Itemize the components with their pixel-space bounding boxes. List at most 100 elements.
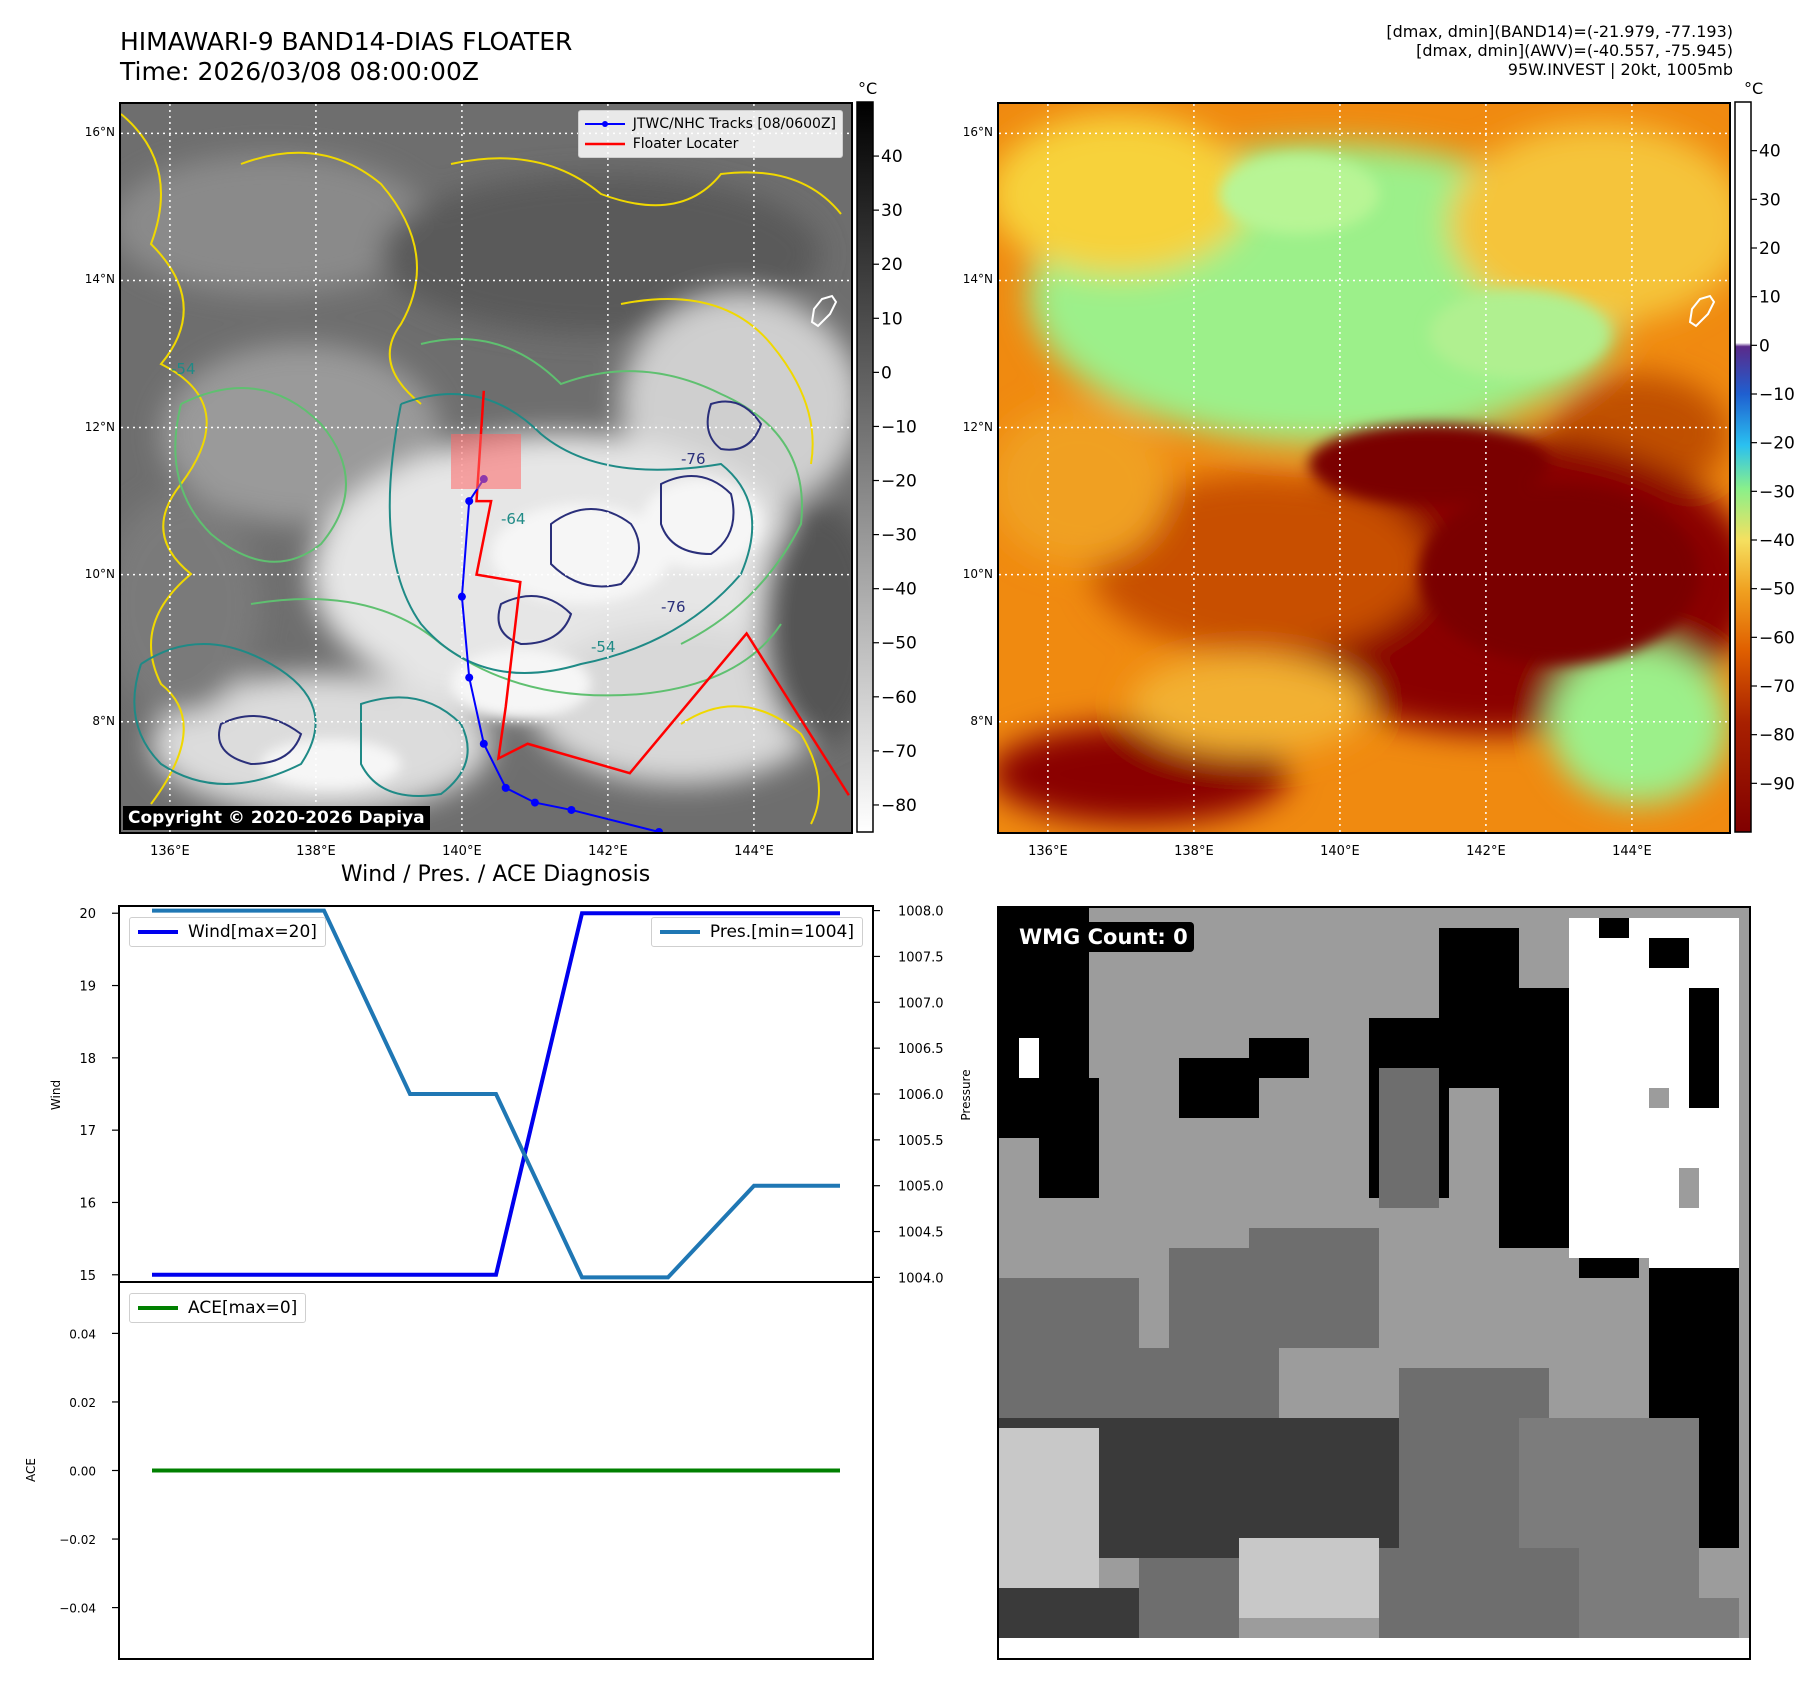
contour-line	[133, 643, 317, 785]
contour-line	[706, 400, 763, 451]
awv-cbar-tick-label: −20	[1759, 434, 1795, 454]
contour-line	[497, 595, 573, 646]
awv-cbar-tick-label: 10	[1759, 288, 1781, 308]
pressure-tick-label: 1006.0	[898, 1088, 944, 1103]
ace-tick-label: 0.04	[69, 1327, 96, 1341]
pressure-tick-label: 1007.0	[898, 996, 944, 1011]
awv-cbar-tick-label: −40	[1759, 531, 1795, 551]
contour-line	[420, 338, 803, 645]
ir-cbar-tick-label: 0	[881, 363, 892, 383]
pressure-tick-label: 1006.5	[898, 1042, 944, 1057]
wind-legend-label: Wind[max=20]	[188, 922, 317, 942]
jtwc-track-point	[465, 497, 474, 506]
ir-lat-tick-label: 8°N	[92, 713, 115, 728]
legend-label-track: JTWC/NHC Tracks [08/0600Z]	[632, 116, 836, 132]
ir-lat-tick-label: 10°N	[84, 566, 115, 581]
ir-map-svg: -54 -64 -76 -76 -54	[121, 104, 851, 832]
awv-lat-tick-label: 14°N	[962, 272, 993, 287]
legend-item-track: JTWC/NHC Tracks [08/0600Z]	[584, 114, 836, 134]
awv-cbar-tick-label: −30	[1759, 482, 1795, 502]
contour-line	[620, 298, 814, 465]
awv-lat-tick-label: 16°N	[962, 125, 993, 140]
pressure-legend-swatch	[659, 930, 700, 934]
ace-legend: ACE[max=0]	[129, 1293, 307, 1323]
floater-box	[451, 434, 521, 489]
ir-map-panel[interactable]: -54 -64 -76 -76 -54 JTWC/NHC Tracks [08/0600…	[119, 102, 853, 834]
pressure-legend: Pres.[min=1004]	[650, 917, 863, 947]
wind-axis-label: Wind	[49, 1080, 63, 1110]
info-block: [dmax, dmin](BAND14)=(-21.979, -77.193) …	[1386, 22, 1733, 79]
awv-cbar-tick-label: 30	[1759, 190, 1781, 210]
info-line-awv: [dmax, dmin](AWV)=(-40.557, -75.945)	[1416, 41, 1733, 60]
jtwc-track-point	[465, 673, 474, 682]
awv-lat-tick-label: 12°N	[962, 419, 993, 434]
pressure-series-line	[152, 908, 840, 1280]
awv-lat-tick-label: 8°N	[970, 713, 993, 728]
pressure-tick-label: 1004.0	[898, 1271, 944, 1286]
ir-cbar-tick-label: −30	[881, 526, 917, 546]
jtwc-track-point	[530, 798, 539, 807]
pressure-legend-label: Pres.[min=1004]	[709, 922, 854, 942]
wind-tick-label: 17	[79, 1124, 96, 1139]
contour-line	[660, 475, 735, 556]
ir-colorbar-unit: °C	[858, 79, 878, 98]
awv-lon-tick-label: 136°E	[1028, 844, 1068, 859]
awv-colorbar-unit: °C	[1744, 79, 1764, 98]
contour-line	[174, 387, 347, 563]
ir-cbar-tick-label: −20	[881, 472, 917, 492]
wind-tick-label: 18	[79, 1052, 96, 1067]
pressure-tick-label: 1005.0	[898, 1180, 944, 1195]
awv-colorbar: 40 30 20 10 0 −10 −20 −30 −40 −50 −60 −70 −80 −90	[1734, 101, 1795, 833]
wind-tick-label: 15	[79, 1269, 96, 1284]
diagnosis-chart: 15 16 17 18 19 20 1004.0 1004.5 1005.0 1005.5 1006…	[24, 905, 973, 1660]
contour-label: -76	[661, 598, 686, 616]
contour-line	[388, 393, 754, 674]
wind-tick-label: 20	[79, 907, 96, 922]
ace-tick-label: −0.04	[59, 1602, 96, 1616]
wmg-panel[interactable]: WMG Count: 0	[997, 906, 1751, 1660]
awv-cbar-tick-label: −90	[1759, 774, 1795, 794]
ir-lon-tick-label: 144°E	[734, 844, 774, 859]
figure-time: Time: 2026/03/08 08:00:00Z	[120, 57, 479, 86]
ir-lon-tick-label: 136°E	[150, 844, 190, 859]
contour-line	[450, 157, 842, 215]
ir-cbar-tick-label: 30	[881, 201, 903, 221]
wind-tick-label: 16	[79, 1196, 96, 1211]
awv-island-outline	[1688, 294, 1716, 328]
awv-lon-tick-label: 138°E	[1174, 844, 1214, 859]
pressure-axis-label: Pressure	[959, 1069, 973, 1120]
awv-cbar-tick-label: −70	[1759, 677, 1795, 697]
awv-lon-tick-label: 142°E	[1466, 844, 1506, 859]
jtwc-track-point	[457, 592, 466, 601]
awv-lon-tick-label: 140°E	[1320, 844, 1360, 859]
ace-legend-swatch	[138, 1306, 178, 1310]
jtwc-track-point	[655, 828, 664, 832]
pressure-tick-label: 1007.5	[898, 950, 944, 965]
contour-label: -76	[681, 450, 706, 468]
ir-cbar-tick-label: −70	[881, 742, 917, 762]
contour-line	[680, 705, 820, 825]
floater-locater-line	[475, 390, 850, 796]
copyright-label: Copyright © 2020-2026 Dapiya	[123, 806, 430, 830]
ir-cbar-tick-label: 20	[881, 255, 903, 275]
contour-line	[550, 508, 640, 588]
awv-cbar-tick-label: −50	[1759, 580, 1795, 600]
ir-cbar-tick-label: −80	[881, 796, 917, 816]
contour-label: -54	[171, 360, 196, 378]
contour-line	[121, 113, 208, 805]
ir-lat-tick-label: 12°N	[84, 419, 115, 434]
awv-cbar-tick-label: −60	[1759, 628, 1795, 648]
ir-legend: JTWC/NHC Tracks [08/0600Z] Floater Locat…	[577, 110, 843, 158]
awv-map-panel[interactable]	[997, 102, 1731, 834]
ir-lon-tick-label: 138°E	[296, 844, 336, 859]
ir-lon-tick-label: 142°E	[588, 844, 628, 859]
awv-lat-tick-label: 10°N	[962, 566, 993, 581]
jtwc-track-point	[567, 805, 576, 814]
figure-title: HIMAWARI-9 BAND14-DIAS FLOATER	[120, 27, 573, 56]
legend-label-floater: Floater Locater	[632, 136, 739, 152]
info-line-storm: 95W.INVEST | 20kt, 1005mb	[1507, 60, 1733, 79]
awv-cbar-tick-label: −10	[1759, 385, 1795, 405]
ace-tick-label: 0.00	[69, 1465, 96, 1479]
jtwc-track-point	[479, 739, 488, 748]
wmg-raster	[999, 908, 1749, 1658]
